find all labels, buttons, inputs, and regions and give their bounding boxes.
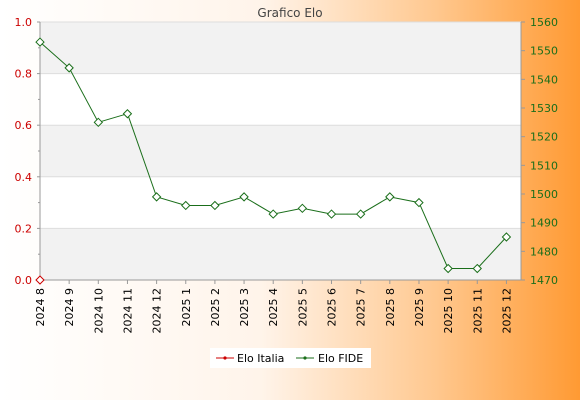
- x-tick-label: 2024 10: [92, 288, 105, 334]
- data-point-elo-fide: [355, 209, 366, 219]
- data-point-elo-fide: [93, 117, 104, 128]
- y-tick-label-right: 1520: [530, 131, 558, 144]
- data-point-elo-italia: [35, 275, 45, 285]
- data-point-elo-fide: [64, 63, 74, 73]
- data-point-elo-fide: [35, 37, 45, 47]
- x-tick-label: 2025 7: [355, 288, 368, 327]
- legend-label-elo-italia: Elo Italia: [237, 352, 284, 365]
- x-tick-label: 2025 9: [413, 288, 426, 327]
- data-point-elo-fide: [239, 192, 249, 202]
- data-point-elo-fide: [297, 203, 308, 214]
- y-tick-label-right: 1490: [530, 217, 558, 230]
- y-tick-label-left: 1.0: [15, 16, 33, 29]
- y-tick-label-left: 0.6: [15, 119, 33, 132]
- x-tick-label: 2025 1: [180, 288, 193, 327]
- y-tick-label-left: 0.8: [15, 68, 33, 81]
- data-point-elo-fide: [151, 192, 162, 202]
- x-tick-label: 2025 6: [326, 288, 339, 327]
- x-tick-label: 2024 11: [121, 288, 134, 334]
- data-point-elo-fide: [385, 192, 395, 202]
- y-tick-label-right: 1480: [530, 245, 558, 258]
- x-tick-label: 2025 4: [267, 288, 280, 327]
- y-tick-label-left: 0.2: [15, 222, 33, 235]
- x-tick-label: 2024 12: [151, 288, 164, 334]
- y-tick-label-right: 1530: [530, 102, 558, 115]
- legend-box: [210, 348, 371, 368]
- y-tick-label-left: 0.4: [15, 171, 33, 184]
- y-tick-label-right: 1500: [530, 188, 558, 201]
- y-tick-label-right: 1550: [530, 45, 558, 58]
- y-tick-label-left: 0.0: [15, 274, 33, 287]
- grid-band: [40, 22, 521, 74]
- legend-dot-elo-italia: [223, 356, 227, 360]
- grid-band: [40, 125, 521, 177]
- x-tick-label: 2025 8: [384, 288, 397, 327]
- x-tick-label: 2025 11: [471, 288, 484, 334]
- x-tick-label: 2025 3: [238, 288, 251, 327]
- x-tick-label: 2025 2: [209, 288, 222, 327]
- data-point-elo-fide: [268, 209, 278, 219]
- x-tick-label: 2024 9: [63, 288, 76, 327]
- legend-label-elo-fide: Elo FIDE: [318, 352, 363, 365]
- data-point-elo-fide: [181, 200, 191, 211]
- data-point-elo-fide: [472, 263, 482, 274]
- data-point-elo-fide: [210, 200, 220, 211]
- data-point-elo-fide: [326, 209, 337, 219]
- chart-title: Grafico Elo: [257, 6, 322, 20]
- x-tick-label: 2025 12: [500, 288, 513, 334]
- y-tick-label-right: 1540: [530, 73, 558, 86]
- legend: Elo Italia Elo FIDE: [210, 348, 371, 368]
- y-tick-label-right: 1560: [530, 16, 558, 29]
- x-tick-label: 2025 5: [296, 288, 309, 327]
- data-point-elo-fide: [122, 109, 133, 119]
- grid-band: [40, 228, 521, 280]
- data-point-elo-fide: [501, 232, 512, 242]
- y-tick-label-right: 1470: [530, 274, 558, 287]
- x-tick-label: 2025 10: [442, 288, 455, 334]
- y-tick-label-right: 1510: [530, 159, 558, 172]
- data-point-elo-fide: [443, 263, 453, 274]
- legend-dot-elo-fide: [303, 356, 307, 360]
- data-point-elo-fide: [414, 197, 424, 208]
- x-tick-label: 2024 8: [34, 288, 47, 327]
